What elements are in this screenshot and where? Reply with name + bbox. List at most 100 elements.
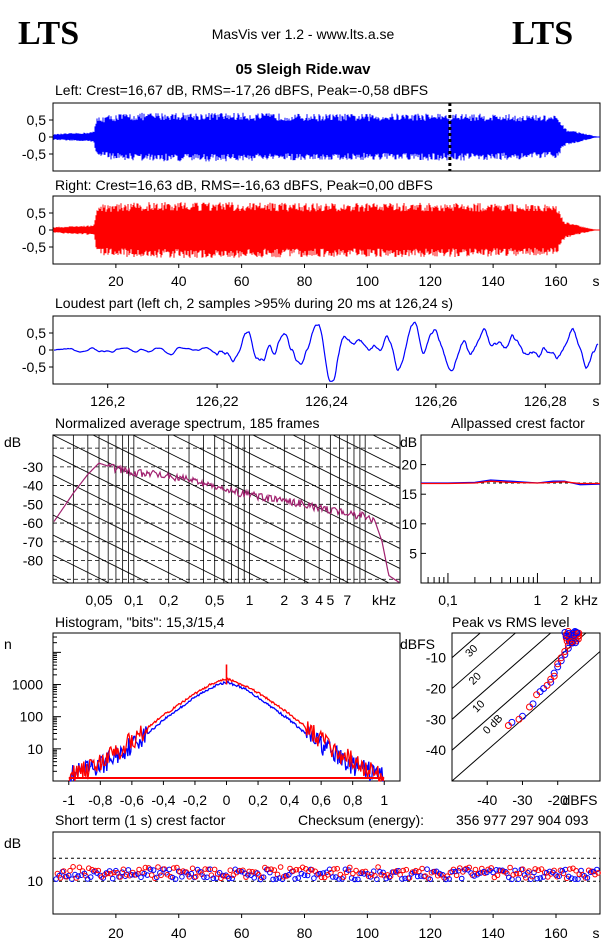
x-tick-label: -40 xyxy=(477,792,497,808)
x-tick-label: 5 xyxy=(326,592,334,608)
scatter-point xyxy=(100,875,107,881)
y-unit-label: dB xyxy=(400,434,417,450)
scatter-point xyxy=(155,864,161,870)
scatter-point xyxy=(87,874,94,880)
scatter-point xyxy=(458,875,465,882)
x-unit-label: s xyxy=(593,925,600,941)
scatter-point xyxy=(488,865,495,871)
y-tick-label: -70 xyxy=(23,534,43,550)
scatter-point xyxy=(169,874,176,881)
x-tick-label: -0,8 xyxy=(88,792,112,808)
scatter-point xyxy=(60,868,67,874)
scatter-point xyxy=(204,874,210,881)
scatter-point xyxy=(120,866,127,873)
scatter-point xyxy=(413,867,419,874)
x-tick-label: 0,6 xyxy=(311,792,331,808)
slope-line xyxy=(53,494,230,583)
scatter-point xyxy=(311,875,317,882)
y-axis-ticks: -10 -20 -30 -40 dBFS xyxy=(400,636,446,758)
x-tick-label: 160 xyxy=(544,925,568,941)
scatter-point xyxy=(554,663,562,671)
x-unit-label: s xyxy=(593,393,600,409)
logo-right: LTS xyxy=(512,15,573,52)
crest-diagonal xyxy=(452,633,517,690)
scatter-point xyxy=(119,869,125,876)
chart-title: Loudest part (left ch, 2 samples >95% du… xyxy=(55,295,453,311)
scatter-point xyxy=(251,875,257,881)
x-tick-label: 0,1 xyxy=(124,592,144,608)
scatter-point xyxy=(358,870,364,877)
scatter-point xyxy=(480,868,487,875)
x-unit-label: kHz xyxy=(574,592,598,608)
scatter-point xyxy=(534,875,540,882)
scatter-point xyxy=(510,872,517,878)
y-tick-label: -0,5 xyxy=(22,146,46,162)
y-tick-label: -30 xyxy=(23,459,43,475)
scatter-point xyxy=(400,867,407,874)
y-tick-label: -80 xyxy=(23,553,43,569)
scatter-point xyxy=(554,660,562,668)
x-tick-label: 120 xyxy=(419,273,443,289)
x-tick-label: 0,5 xyxy=(205,592,225,608)
x-tick-label: 1 xyxy=(534,592,542,608)
x-tick-label: 2 xyxy=(280,592,288,608)
scatter-point xyxy=(567,638,575,646)
plot-frame xyxy=(420,434,601,584)
scatter-point xyxy=(457,865,463,871)
x-tick-label: 0,2 xyxy=(159,592,179,608)
x-tick-label: 40 xyxy=(171,273,187,289)
scatter-point xyxy=(582,875,589,881)
crest-traces xyxy=(421,479,601,486)
spectrum-line xyxy=(53,462,400,583)
y-tick-label: -40 xyxy=(426,742,446,758)
x-tick-label: 126,24 xyxy=(305,393,348,409)
scatter-point xyxy=(570,865,576,872)
scatter-point xyxy=(270,876,276,883)
scatter-point xyxy=(309,867,315,873)
scatter-point xyxy=(551,867,557,874)
scatter-point xyxy=(556,873,562,880)
scatter-point xyxy=(374,876,380,883)
scatter-point xyxy=(141,870,147,877)
scatter-point xyxy=(210,875,217,882)
scatter-point xyxy=(70,864,76,870)
x-axis-ticks: 20 40 60 80 100 120 140 160 s xyxy=(108,914,600,941)
y-tick-label: 0 xyxy=(38,342,46,358)
slope-line xyxy=(53,235,606,585)
scatter-point xyxy=(277,864,284,870)
scatter-point xyxy=(561,648,569,655)
scatter-point xyxy=(538,866,545,872)
x-unit-label: kHz xyxy=(372,592,396,608)
scatter-point xyxy=(268,866,275,873)
waveform-trace xyxy=(53,112,600,162)
scatter-point xyxy=(523,875,529,881)
scatter-point xyxy=(515,876,522,883)
scatter-point xyxy=(377,869,383,875)
scatter-point xyxy=(292,876,298,882)
x-tick-label: 2 xyxy=(560,592,568,608)
scatter-point xyxy=(391,869,397,875)
scatter-point xyxy=(494,872,501,879)
scatter-point xyxy=(399,876,405,882)
scatter-point xyxy=(189,865,196,872)
scatter-point xyxy=(490,869,496,876)
slope-line xyxy=(53,595,606,945)
scatter-point xyxy=(315,871,322,877)
scatter-point xyxy=(559,868,566,874)
waveform-trace xyxy=(53,202,600,258)
y-axis-ticks: 5 10 15 20 dB xyxy=(400,434,426,561)
y-tick-label: 1000 xyxy=(12,677,43,693)
scatter-point xyxy=(330,874,336,880)
scatter-point xyxy=(314,871,320,878)
x-tick-label: 0,8 xyxy=(343,792,363,808)
crest-line xyxy=(421,480,600,485)
diagonal-label: 0 dB xyxy=(481,712,505,736)
scatter-point xyxy=(249,869,256,875)
scatter-point xyxy=(567,866,573,872)
scatter-point xyxy=(298,870,305,877)
scatter-point xyxy=(386,874,393,881)
scatter-point xyxy=(201,874,207,880)
y-tick-label: -10 xyxy=(426,650,446,666)
